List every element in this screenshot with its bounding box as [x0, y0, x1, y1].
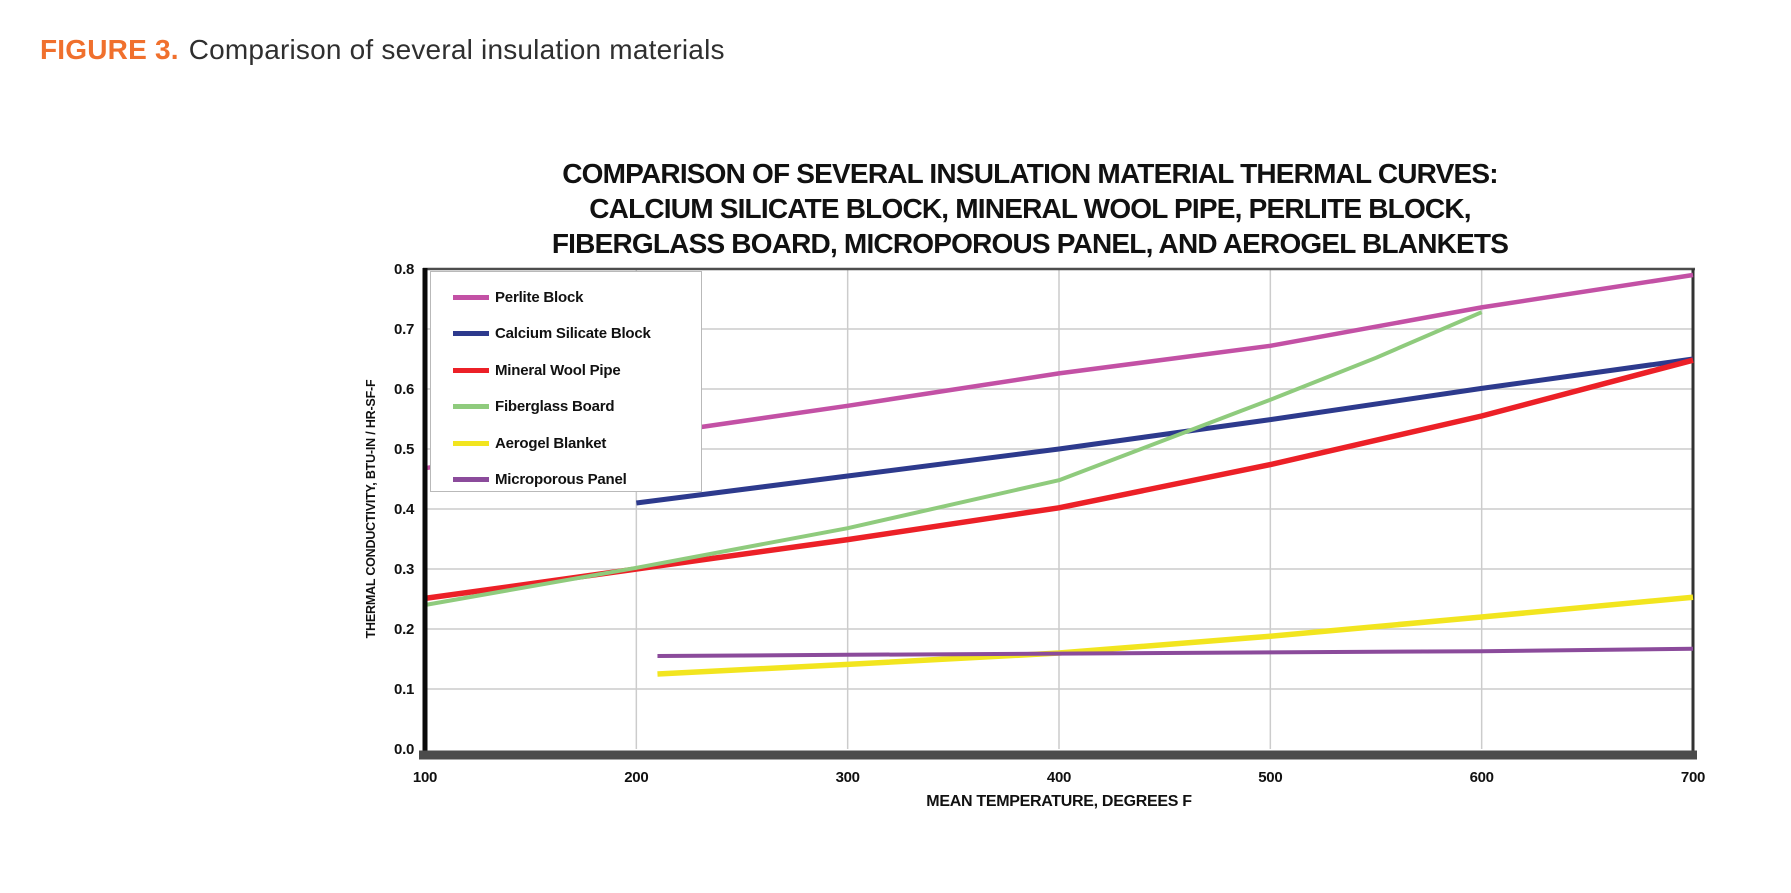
figure-number: FIGURE 3.	[40, 34, 179, 65]
figure-caption-text: Comparison of several insulation materia…	[188, 34, 725, 65]
y-tick-label: 0.6	[394, 381, 414, 398]
legend-swatch-perlite-block	[453, 294, 489, 300]
legend-item-perlite-block: Perlite Block	[431, 279, 701, 316]
chart-title: COMPARISON OF SEVERAL INSULATION MATERIA…	[330, 156, 1730, 261]
x-tick-label: 300	[836, 769, 860, 786]
legend-label: Microporous Panel	[495, 471, 627, 489]
y-tick-label: 0.0	[394, 741, 414, 758]
y-axis-label: THERMAL CONDUCTIVITY, BTU-IN / HR-SF-F	[364, 379, 378, 639]
series-line-calcium-silicate-block	[636, 356, 1694, 506]
x-tick-label: 200	[624, 769, 648, 786]
series-line-aerogel-blanket	[657, 594, 1694, 677]
legend-item-mineral-wool-pipe: Mineral Wool Pipe	[431, 352, 701, 389]
x-tick-label: 700	[1681, 769, 1705, 786]
y-tick-label: 0.4	[394, 501, 415, 518]
legend-item-fiberglass-board: Fiberglass Board	[431, 389, 701, 426]
legend-label: Aerogel Blanket	[495, 434, 607, 452]
chart-title-line-1: COMPARISON OF SEVERAL INSULATION MATERIA…	[562, 158, 1498, 189]
series-line-fiberglass-board	[424, 310, 1483, 607]
plot-border	[423, 267, 1695, 753]
legend-swatch-aerogel-blanket	[453, 440, 489, 446]
legend-item-microporous-panel: Microporous Panel	[431, 462, 701, 499]
y-tick-label: 0.3	[394, 561, 414, 578]
y-tick-label: 0.8	[394, 261, 414, 278]
x-tick-label: 600	[1470, 769, 1494, 786]
y-tick-label: 0.2	[394, 621, 414, 638]
chart-title-line-2: CALCIUM SILICATE BLOCK, MINERAL WOOL PIP…	[589, 193, 1471, 224]
chart-title-line-3: FIBERGLASS BOARD, MICROPOROUS PANEL, AND…	[551, 228, 1509, 259]
legend-label: Calcium Silicate Block	[495, 325, 651, 343]
legend-label: Perlite Block	[495, 288, 584, 306]
chart-legend: Perlite Block Calcium Silicate Block Miner…	[430, 271, 702, 492]
legend-item-aerogel-blanket: Aerogel Blanket	[431, 425, 701, 462]
axes	[419, 268, 1697, 760]
chart-canvas: 100 200 300 400 500 600 700 0.0 0.1 0.2 0.3 0.4 0.5 0…	[394, 261, 1705, 786]
y-tick-label: 0.1	[394, 681, 414, 698]
legend-item-calcium-silicate-block: Calcium Silicate Block	[431, 316, 701, 353]
x-tick-label: 400	[1047, 769, 1071, 786]
series-line-microporous-panel	[657, 646, 1694, 658]
y-tick-label: 0.7	[394, 321, 414, 338]
x-axis-label: MEAN TEMPERATURE, DEGREES F	[926, 793, 1192, 810]
legend-label: Fiberglass Board	[495, 398, 615, 416]
y-tick-label: 0.5	[394, 441, 414, 458]
figure-caption: FIGURE 3. Comparison of several insulatio…	[40, 30, 725, 70]
legend-label: Mineral Wool Pipe	[495, 361, 621, 379]
tick-labels: 100 200 300 400 500 600 700 0.0 0.1 0.2 0.3 0.4 0.5 0…	[394, 261, 1705, 786]
x-tick-label: 500	[1258, 769, 1282, 786]
x-tick-label: 100	[413, 769, 437, 786]
legend-swatch-microporous-panel	[453, 477, 489, 483]
legend-swatch-fiberglass-board	[453, 404, 489, 410]
legend-swatch-mineral-wool-pipe	[453, 367, 489, 373]
legend-swatch-calcium-silicate-block	[453, 331, 489, 337]
